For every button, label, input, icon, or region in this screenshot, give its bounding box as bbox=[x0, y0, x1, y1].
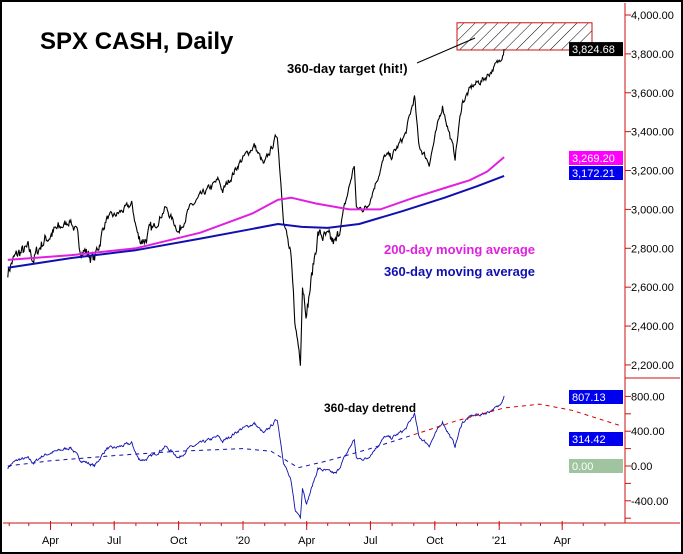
zero-badge-bg bbox=[569, 459, 623, 473]
x-tick-label: '21 bbox=[492, 535, 506, 547]
detrend-last-badge-text: 807.13 bbox=[572, 392, 606, 404]
spx-price-line bbox=[7, 49, 505, 366]
detrend-y-tick-label: -400.00 bbox=[631, 496, 668, 508]
axis-labels: Apr Jul Oct '20 Apr Jul Oct '21 Apr 2,200.00 2,400… bbox=[42, 10, 674, 547]
price-last-badge-text: 3,824.68 bbox=[572, 44, 615, 56]
axes bbox=[3, 3, 680, 530]
y-tick-label: 3,000.00 bbox=[631, 204, 674, 216]
ma360-last-badge: 3,172.21 bbox=[569, 166, 623, 180]
x-tick-label: Jul bbox=[107, 535, 121, 547]
y-tick-label: 4,000.00 bbox=[631, 10, 674, 22]
cycle-last-badge: 314.42 bbox=[569, 432, 623, 446]
detrend-annotation: 360-day detrend bbox=[324, 401, 416, 415]
price-last-badge-bg bbox=[569, 42, 623, 57]
price-last-badge: 3,824.68 bbox=[569, 42, 623, 57]
detrend-line bbox=[7, 395, 505, 520]
y-tick-label: 2,600.00 bbox=[631, 282, 674, 294]
x-tick-label: Oct bbox=[170, 535, 187, 547]
zero-badge: 0.00 bbox=[569, 459, 623, 473]
detrend-y-tick-label: 800.00 bbox=[631, 391, 665, 403]
cycle-last-badge-text: 314.42 bbox=[572, 434, 606, 446]
y-tick-label: 3,600.00 bbox=[631, 88, 674, 100]
zero-badge-text: 0.00 bbox=[572, 461, 593, 473]
y-tick-label: 3,400.00 bbox=[631, 127, 674, 139]
x-tick-label: Apr bbox=[42, 535, 59, 547]
ma200-annotation: 200-day moving average bbox=[384, 242, 535, 257]
ma200-last-badge: 3,269.20 bbox=[569, 151, 623, 165]
y-tick-label: 3,800.00 bbox=[631, 49, 674, 61]
x-tick-label: Apr bbox=[298, 535, 315, 547]
x-tick-label: Jul bbox=[363, 535, 377, 547]
detrend-y-tick-label: 400.00 bbox=[631, 426, 665, 438]
x-tick-label: Oct bbox=[426, 535, 443, 547]
cycle-dashed-line bbox=[7, 434, 414, 469]
ma360-last-badge-text: 3,172.21 bbox=[572, 168, 615, 180]
ma360-line bbox=[7, 174, 505, 269]
y-tick-label: 2,200.00 bbox=[631, 360, 674, 372]
cycle-last-badge-bg bbox=[569, 432, 623, 446]
ma200-last-badge-bg bbox=[569, 151, 623, 165]
target-pointer-line bbox=[416, 37, 476, 64]
x-tick-label: '20 bbox=[236, 535, 250, 547]
ma360-annotation: 360-day moving average bbox=[384, 264, 535, 279]
target-annotation: 360-day target (hit!) bbox=[287, 61, 408, 76]
y-tick-label: 3,200.00 bbox=[631, 166, 674, 178]
y-tick-label: 2,400.00 bbox=[631, 321, 674, 333]
detrend-y-tick-label: 0.00 bbox=[631, 461, 652, 473]
x-tick-label: Apr bbox=[554, 535, 571, 547]
y-tick-label: 2,800.00 bbox=[631, 243, 674, 255]
detrend-last-badge-bg bbox=[569, 390, 623, 404]
ma360-last-badge-bg bbox=[569, 166, 623, 180]
series bbox=[7, 49, 620, 520]
cycle-projection-line bbox=[413, 403, 620, 436]
detrend-last-badge: 807.13 bbox=[569, 390, 623, 404]
ma200-line bbox=[7, 156, 505, 261]
ma200-last-badge-text: 3,269.20 bbox=[572, 153, 615, 165]
chart-title: SPX CASH, Daily bbox=[40, 28, 234, 55]
